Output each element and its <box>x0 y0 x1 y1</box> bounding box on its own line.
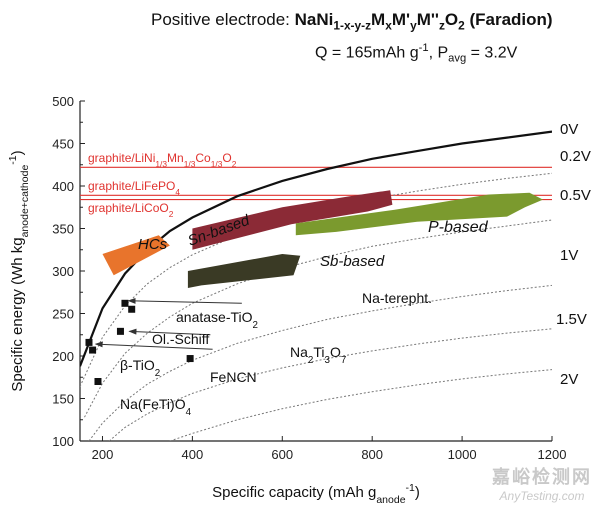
annotation-arrow <box>127 297 242 304</box>
voltage-label: 0.2V <box>560 148 591 165</box>
data-point <box>94 378 102 385</box>
point-label-na2ti3o7: Na2Ti3O7 <box>290 344 346 366</box>
point-label-beta-tio2: β-TiO2 <box>120 357 160 379</box>
x-tick-label: 800 <box>361 447 383 462</box>
voltage-curve <box>108 328 552 441</box>
data-point <box>89 346 97 354</box>
x-tick-label: 600 <box>271 447 293 462</box>
plot-area <box>80 130 552 441</box>
title-prefix: Positive electrode: <box>151 10 295 29</box>
y-tick-label: 500 <box>52 94 74 109</box>
voltage-label: 0.5V <box>560 187 591 204</box>
region-hcs <box>102 235 170 276</box>
data-point <box>121 299 129 307</box>
y-axis-label: Specific energy (Wh kganode+cathode-1) <box>7 150 31 391</box>
chart-title-line1: Positive electrode: NaNi1-x-y-zMxM'yM''z… <box>151 10 553 32</box>
point-label-ol-schiff: Ol.-Schiff <box>152 331 209 347</box>
voltage-label: 0V <box>560 121 578 138</box>
point-label-nafetio4: Na(FeTi)O4 <box>120 396 192 418</box>
watermark-en: AnyTesting.com <box>499 489 585 503</box>
x-axis-label: Specific capacity (mAh ganode-1) <box>212 482 420 506</box>
y-tick-label: 250 <box>52 307 74 322</box>
y-tick-label: 400 <box>52 179 74 194</box>
annotation-arrow <box>94 341 213 350</box>
region-label-sn: Sn-based <box>186 212 253 250</box>
y-tick-label: 150 <box>52 392 74 407</box>
region-sb-based <box>187 254 301 288</box>
x-tick-label: 1000 <box>448 447 477 462</box>
watermark-cn: 嘉峪检测网 <box>492 467 592 487</box>
y-tick-label: 300 <box>52 264 74 279</box>
x-tick-label: 200 <box>92 447 114 462</box>
region-label-p: P-based <box>428 219 489 236</box>
reference-label: graphite/LiCoO2 <box>88 201 174 219</box>
y-tick-label: 200 <box>52 349 74 364</box>
voltage-curve <box>169 369 552 441</box>
voltage-curve <box>80 130 552 367</box>
data-point <box>116 327 124 335</box>
voltage-curve <box>88 284 552 441</box>
y-tick-label: 100 <box>52 434 74 449</box>
region-p-based <box>295 192 543 236</box>
cathode-formula: NaNi1-x-y-zMxM'yM''zO2 (Faradion) <box>294 10 553 33</box>
data-point <box>186 355 194 363</box>
point-label-anatase: anatase-TiO2 <box>176 309 258 331</box>
x-tick-label: 400 <box>182 447 204 462</box>
voltage-label: 1V <box>560 247 578 264</box>
reference-label: graphite/LiFePO4 <box>88 179 180 197</box>
y-tick-label: 450 <box>52 137 74 152</box>
chart-subtitle: Q = 165mAh g-1, Pavg = 3.2V <box>315 42 518 65</box>
data-point <box>128 305 136 313</box>
annotation-arrow <box>128 328 211 336</box>
x-tick-label: 1200 <box>538 447 567 462</box>
region-label-hcs: HCs <box>138 236 168 253</box>
point-label-na-terepht: Na-terepht. <box>362 290 432 306</box>
reference-label: graphite/LiNi1/3Mn1/3Co1/3O2 <box>88 151 237 169</box>
y-tick-label: 350 <box>52 222 74 237</box>
region-sn-based <box>192 190 393 250</box>
voltage-label: 2V <box>560 371 578 388</box>
point-label-fencn: FeNCN <box>210 369 257 385</box>
watermark: 嘉峪检测网 AnyTesting.com <box>492 463 592 503</box>
data-point <box>85 338 93 346</box>
region-label-sb: Sb-based <box>320 253 385 270</box>
voltage-label: 1.5V <box>556 311 587 328</box>
